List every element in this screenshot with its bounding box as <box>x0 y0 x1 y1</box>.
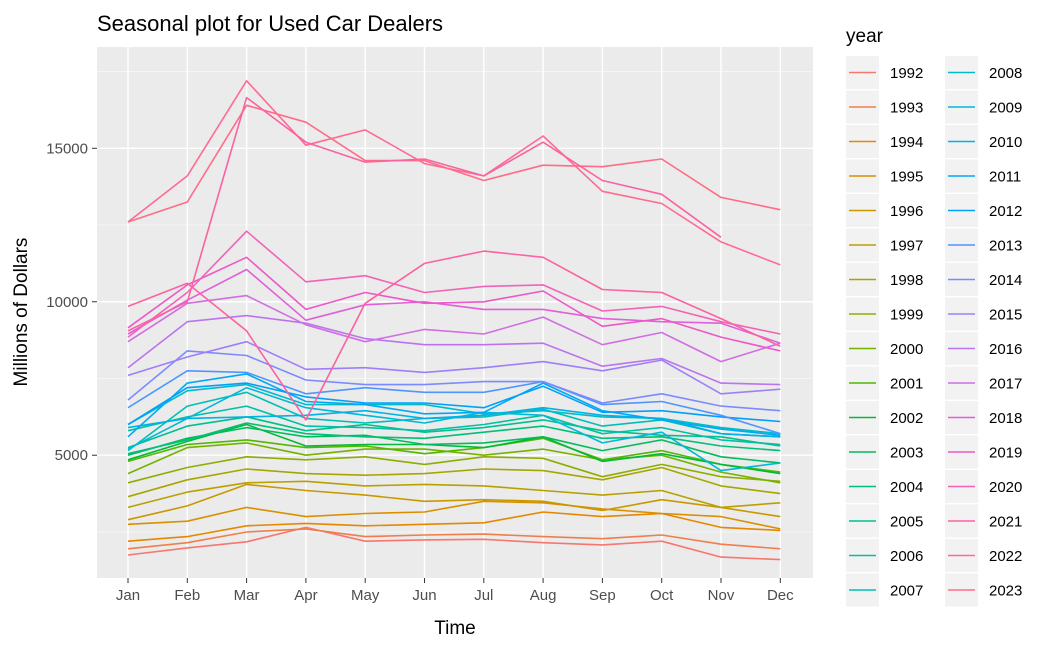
legend-label-2008: 2008 <box>989 65 1022 82</box>
legend-label-2009: 2009 <box>989 100 1022 117</box>
legend-label-2017: 2017 <box>989 376 1022 393</box>
x-tick-label-feb: Feb <box>174 587 200 604</box>
series-line-2015 <box>127 340 781 395</box>
series-line-1992 <box>127 526 781 561</box>
series-line-2019 <box>127 256 781 352</box>
x-tick-label-sep: Sep <box>589 587 616 604</box>
legend-label-1997: 1997 <box>890 238 923 255</box>
legend-label-1996: 1996 <box>890 203 923 220</box>
chart-title: Seasonal plot for Used Car Dealers <box>97 11 443 36</box>
series-line-2024 <box>127 96 722 332</box>
series-line-2005 <box>127 416 781 449</box>
legend-label-2005: 2005 <box>890 514 923 531</box>
series-line-2003 <box>127 426 781 464</box>
legend-label-2007: 2007 <box>890 583 923 600</box>
y-tick-label: 15000 <box>46 140 88 157</box>
series-line-2006 <box>127 405 781 446</box>
legend: 1992 1993 1994 1995 1996 1997 1998 1999 2000 2001… <box>846 56 1022 607</box>
x-tick-label-oct: Oct <box>650 587 674 604</box>
legend-label-2014: 2014 <box>989 272 1022 289</box>
y-tick-label: 5000 <box>55 447 88 464</box>
legend-label-2010: 2010 <box>989 134 1022 151</box>
legend-label-2002: 2002 <box>890 410 923 427</box>
x-tick-label-jul: Jul <box>474 587 493 604</box>
series-line-2008 <box>127 383 781 435</box>
series-line-2014 <box>127 350 781 412</box>
series-line-1999 <box>127 455 781 484</box>
legend-label-2006: 2006 <box>890 548 923 565</box>
series-line-1993 <box>127 528 781 550</box>
series-line-1998 <box>127 466 781 498</box>
x-tick-label-mar: Mar <box>234 587 260 604</box>
series-line-1996 <box>127 483 781 521</box>
legend-label-2020: 2020 <box>989 479 1022 496</box>
legend-label-2022: 2022 <box>989 548 1022 565</box>
series-line-1994 <box>127 511 781 542</box>
legend-label-2016: 2016 <box>989 341 1022 358</box>
series-line-1995 <box>127 500 781 530</box>
legend-label-2018: 2018 <box>989 410 1022 427</box>
legend-label-1995: 1995 <box>890 169 923 186</box>
series-line-1997 <box>127 480 781 509</box>
legend-label-2021: 2021 <box>989 514 1022 531</box>
y-tick-label: 10000 <box>46 294 88 311</box>
series-line-2002 <box>127 423 781 475</box>
series-line-2017 <box>127 294 781 363</box>
x-tick-label-apr: Apr <box>294 587 317 604</box>
axis-ticks: Jan Feb Mar Apr May Jun Jul Aug Sep Oct Nov Dec 5000… <box>46 140 794 604</box>
series-line-2013 <box>127 369 781 435</box>
x-tick-label-jun: Jun <box>412 587 436 604</box>
x-tick-label-aug: Aug <box>530 587 557 604</box>
series-line-2011 <box>127 373 781 438</box>
series-line-2021 <box>127 250 781 421</box>
series-line-2016 <box>127 314 781 386</box>
legend-label-2012: 2012 <box>989 203 1022 220</box>
legend-label-1998: 1998 <box>890 272 923 289</box>
grid-lines <box>97 47 813 578</box>
legend-label-2003: 2003 <box>890 445 923 462</box>
plot-panel <box>97 47 813 578</box>
series-line-2023 <box>127 104 781 223</box>
legend-label-1992: 1992 <box>890 65 923 82</box>
legend-title: year <box>846 26 884 47</box>
legend-label-2023: 2023 <box>989 583 1022 600</box>
legend-label-2011: 2011 <box>989 169 1021 186</box>
y-axis-title: Millions of Dollars <box>11 238 32 387</box>
x-tick-label-nov: Nov <box>708 587 735 604</box>
legend-label-1999: 1999 <box>890 307 923 324</box>
legend-label-2001: 2001 <box>890 376 923 393</box>
series-line-2001 <box>127 437 781 473</box>
series-line-2000 <box>127 442 781 484</box>
legend-label-2019: 2019 <box>989 445 1022 462</box>
series-line-2020 <box>127 230 781 338</box>
x-tick-label-dec: Dec <box>767 587 794 604</box>
legend-label-2000: 2000 <box>890 341 923 358</box>
x-axis-title: Time <box>434 618 476 639</box>
series-line-2012 <box>127 382 781 426</box>
legend-label-2015: 2015 <box>989 307 1022 324</box>
legend-label-2013: 2013 <box>989 238 1022 255</box>
series-lines <box>127 80 781 561</box>
legend-label-1993: 1993 <box>890 100 923 117</box>
legend-label-1994: 1994 <box>890 134 923 151</box>
x-tick-label-may: May <box>351 587 380 604</box>
x-tick-label-jan: Jan <box>116 587 140 604</box>
legend-label-2004: 2004 <box>890 479 923 496</box>
